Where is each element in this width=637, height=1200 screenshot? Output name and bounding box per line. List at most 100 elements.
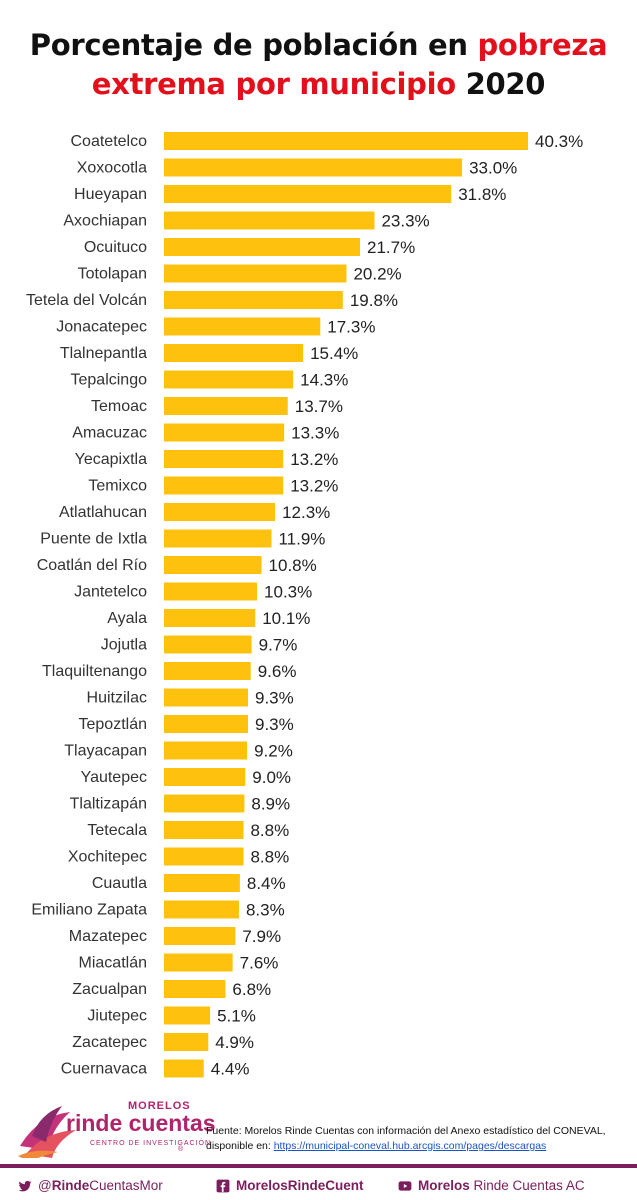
bar bbox=[164, 503, 276, 521]
category-label: Coatlán del Río bbox=[37, 557, 147, 574]
value-label: 12.3% bbox=[282, 503, 330, 522]
category-label: Tepalcingo bbox=[71, 372, 148, 389]
category-label: Ocuituco bbox=[84, 239, 147, 256]
bar bbox=[164, 821, 244, 839]
value-label: 9.2% bbox=[254, 742, 293, 761]
value-label: 13.3% bbox=[291, 424, 339, 443]
bar bbox=[164, 529, 272, 548]
bar bbox=[164, 688, 248, 707]
category-label: Tlalnepantla bbox=[60, 345, 147, 362]
value-label: 10.1% bbox=[262, 609, 310, 628]
category-label: Coatetelco bbox=[71, 133, 148, 150]
value-label: 9.0% bbox=[252, 768, 291, 787]
value-label: 8.3% bbox=[246, 901, 285, 920]
value-label: 8.9% bbox=[251, 795, 290, 814]
category-label: Tepoztlán bbox=[79, 716, 148, 733]
value-label: 17.3% bbox=[327, 318, 375, 337]
value-label: 6.8% bbox=[232, 980, 271, 999]
logo-registered-mark: ® bbox=[178, 1146, 184, 1153]
value-label: 8.8% bbox=[250, 848, 289, 867]
value-label: 40.3% bbox=[535, 132, 583, 151]
bar bbox=[164, 344, 304, 362]
value-label: 13.2% bbox=[290, 450, 338, 469]
facebook-icon bbox=[216, 1179, 230, 1192]
social-facebook[interactable]: MorelosRindeCuent bbox=[216, 1178, 364, 1193]
source-note: Fuente: Morelos Rinde Cuentas con inform… bbox=[206, 1124, 626, 1154]
bar bbox=[164, 158, 463, 177]
value-label: 9.7% bbox=[259, 636, 298, 655]
category-label: Miacatlán bbox=[79, 955, 147, 972]
value-label: 21.7% bbox=[367, 238, 415, 257]
value-label: 15.4% bbox=[310, 344, 358, 363]
twitter-handle: @RindeCuentasMor bbox=[38, 1178, 163, 1193]
category-label: Yautepec bbox=[81, 769, 147, 786]
bar bbox=[164, 476, 284, 495]
category-label: Tlaquiltenango bbox=[42, 663, 147, 680]
value-label: 7.6% bbox=[240, 954, 279, 973]
bar bbox=[164, 1006, 211, 1025]
category-label: Zacatepec bbox=[72, 1034, 147, 1051]
category-label: Cuernavaca bbox=[61, 1061, 147, 1078]
category-label: Mazatepec bbox=[69, 928, 147, 945]
bar bbox=[164, 662, 251, 680]
value-label: 23.3% bbox=[381, 212, 429, 231]
category-label: Xochitepec bbox=[68, 849, 147, 866]
value-label: 10.3% bbox=[264, 583, 312, 602]
bar-chart: Coatetelco 40.3% Xoxocotla 33.0% Hueyapan 31.… bbox=[26, 132, 583, 1079]
bar bbox=[164, 397, 288, 415]
title-part-4: 2020 bbox=[455, 67, 546, 101]
source-link[interactable]: https://municipal-coneval.hub.arcgis.com… bbox=[273, 1140, 547, 1152]
category-label: Totolapan bbox=[78, 266, 147, 283]
value-label: 14.3% bbox=[300, 371, 348, 390]
footer-divider bbox=[0, 1164, 637, 1168]
category-label: Xoxocotla bbox=[77, 160, 147, 177]
logo-top-text: MORELOS bbox=[128, 1100, 191, 1112]
bar bbox=[164, 953, 233, 972]
category-label: Tetela del Volcán bbox=[26, 292, 147, 309]
bar bbox=[164, 715, 248, 733]
category-label: Jojutla bbox=[101, 637, 147, 654]
category-label: Amacuzac bbox=[72, 425, 147, 442]
bar bbox=[164, 927, 236, 945]
bar bbox=[164, 768, 246, 786]
category-label: Cuautla bbox=[92, 875, 147, 892]
bar bbox=[164, 370, 294, 389]
value-label: 13.7% bbox=[295, 397, 343, 416]
bar bbox=[164, 132, 528, 150]
bar bbox=[164, 264, 347, 283]
bar bbox=[164, 211, 375, 230]
bar bbox=[164, 291, 343, 309]
value-label: 33.0% bbox=[469, 159, 517, 178]
value-label: 8.8% bbox=[250, 821, 289, 840]
category-label: Tlayacapan bbox=[64, 743, 147, 760]
bar bbox=[164, 1033, 209, 1051]
category-label: Axochiapan bbox=[63, 213, 147, 230]
category-label: Temoac bbox=[91, 398, 147, 415]
value-label: 31.8% bbox=[458, 185, 506, 204]
category-label: Jonacatepec bbox=[56, 319, 147, 336]
social-twitter[interactable]: @RindeCuentasMor bbox=[18, 1178, 163, 1193]
youtube-handle: Morelos Rinde Cuentas AC bbox=[418, 1178, 585, 1193]
value-label: 4.9% bbox=[215, 1033, 254, 1052]
bar bbox=[164, 900, 239, 919]
twitter-icon bbox=[18, 1180, 32, 1191]
social-youtube[interactable]: Morelos Rinde Cuentas AC bbox=[398, 1178, 585, 1193]
bar bbox=[164, 1059, 204, 1078]
value-label: 19.8% bbox=[350, 291, 398, 310]
value-label: 20.2% bbox=[353, 265, 401, 284]
social-bar: @RindeCuentasMor MorelosRindeCuent Morel… bbox=[0, 1176, 637, 1200]
bar bbox=[164, 450, 284, 468]
bar bbox=[164, 794, 245, 813]
bar bbox=[164, 980, 226, 998]
category-label: Ayala bbox=[107, 610, 147, 627]
title-part-2: pobreza bbox=[477, 28, 608, 62]
category-label: Tlaltizapán bbox=[70, 796, 147, 813]
value-label: 9.6% bbox=[258, 662, 297, 681]
facebook-handle: MorelosRindeCuent bbox=[236, 1178, 364, 1193]
brand-logo: MORELOS rinde cuentas CENTRO DE INVESTIG… bbox=[18, 1100, 216, 1160]
bar bbox=[164, 238, 360, 256]
value-label: 11.9% bbox=[278, 530, 325, 549]
category-label: Huitzilac bbox=[87, 690, 147, 707]
bar bbox=[164, 556, 262, 574]
bar bbox=[164, 582, 258, 601]
